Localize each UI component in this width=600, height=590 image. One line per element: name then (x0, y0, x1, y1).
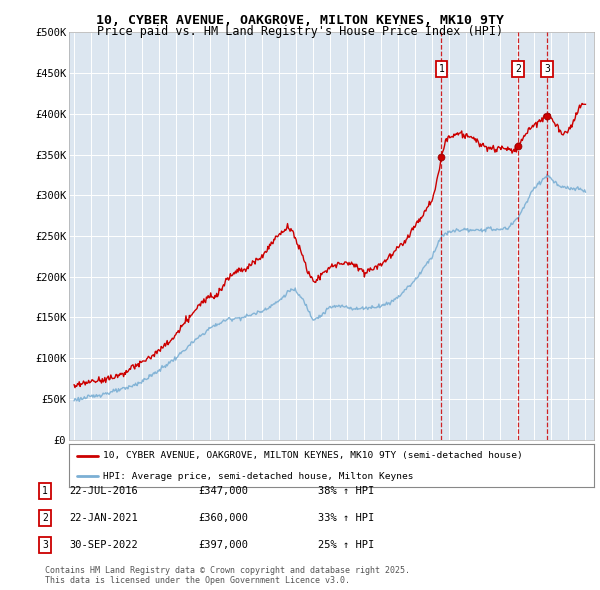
Text: 1: 1 (439, 64, 445, 74)
Text: 1: 1 (42, 486, 48, 496)
Text: 10, CYBER AVENUE, OAKGROVE, MILTON KEYNES, MK10 9TY (semi-detached house): 10, CYBER AVENUE, OAKGROVE, MILTON KEYNE… (103, 451, 523, 460)
Text: 3: 3 (42, 540, 48, 550)
Text: 30-SEP-2022: 30-SEP-2022 (69, 540, 138, 550)
Text: £347,000: £347,000 (198, 486, 248, 496)
Text: 22-JAN-2021: 22-JAN-2021 (69, 513, 138, 523)
Text: 2: 2 (42, 513, 48, 523)
Text: Contains HM Land Registry data © Crown copyright and database right 2025.
This d: Contains HM Land Registry data © Crown c… (45, 566, 410, 585)
Text: 10, CYBER AVENUE, OAKGROVE, MILTON KEYNES, MK10 9TY: 10, CYBER AVENUE, OAKGROVE, MILTON KEYNE… (96, 14, 504, 27)
Text: 38% ↑ HPI: 38% ↑ HPI (318, 486, 374, 496)
Text: 25% ↑ HPI: 25% ↑ HPI (318, 540, 374, 550)
Text: 2: 2 (515, 64, 521, 74)
Text: 3: 3 (544, 64, 550, 74)
Text: £360,000: £360,000 (198, 513, 248, 523)
Text: HPI: Average price, semi-detached house, Milton Keynes: HPI: Average price, semi-detached house,… (103, 471, 413, 481)
Text: £397,000: £397,000 (198, 540, 248, 550)
Text: Price paid vs. HM Land Registry's House Price Index (HPI): Price paid vs. HM Land Registry's House … (97, 25, 503, 38)
Text: 33% ↑ HPI: 33% ↑ HPI (318, 513, 374, 523)
Text: 22-JUL-2016: 22-JUL-2016 (69, 486, 138, 496)
